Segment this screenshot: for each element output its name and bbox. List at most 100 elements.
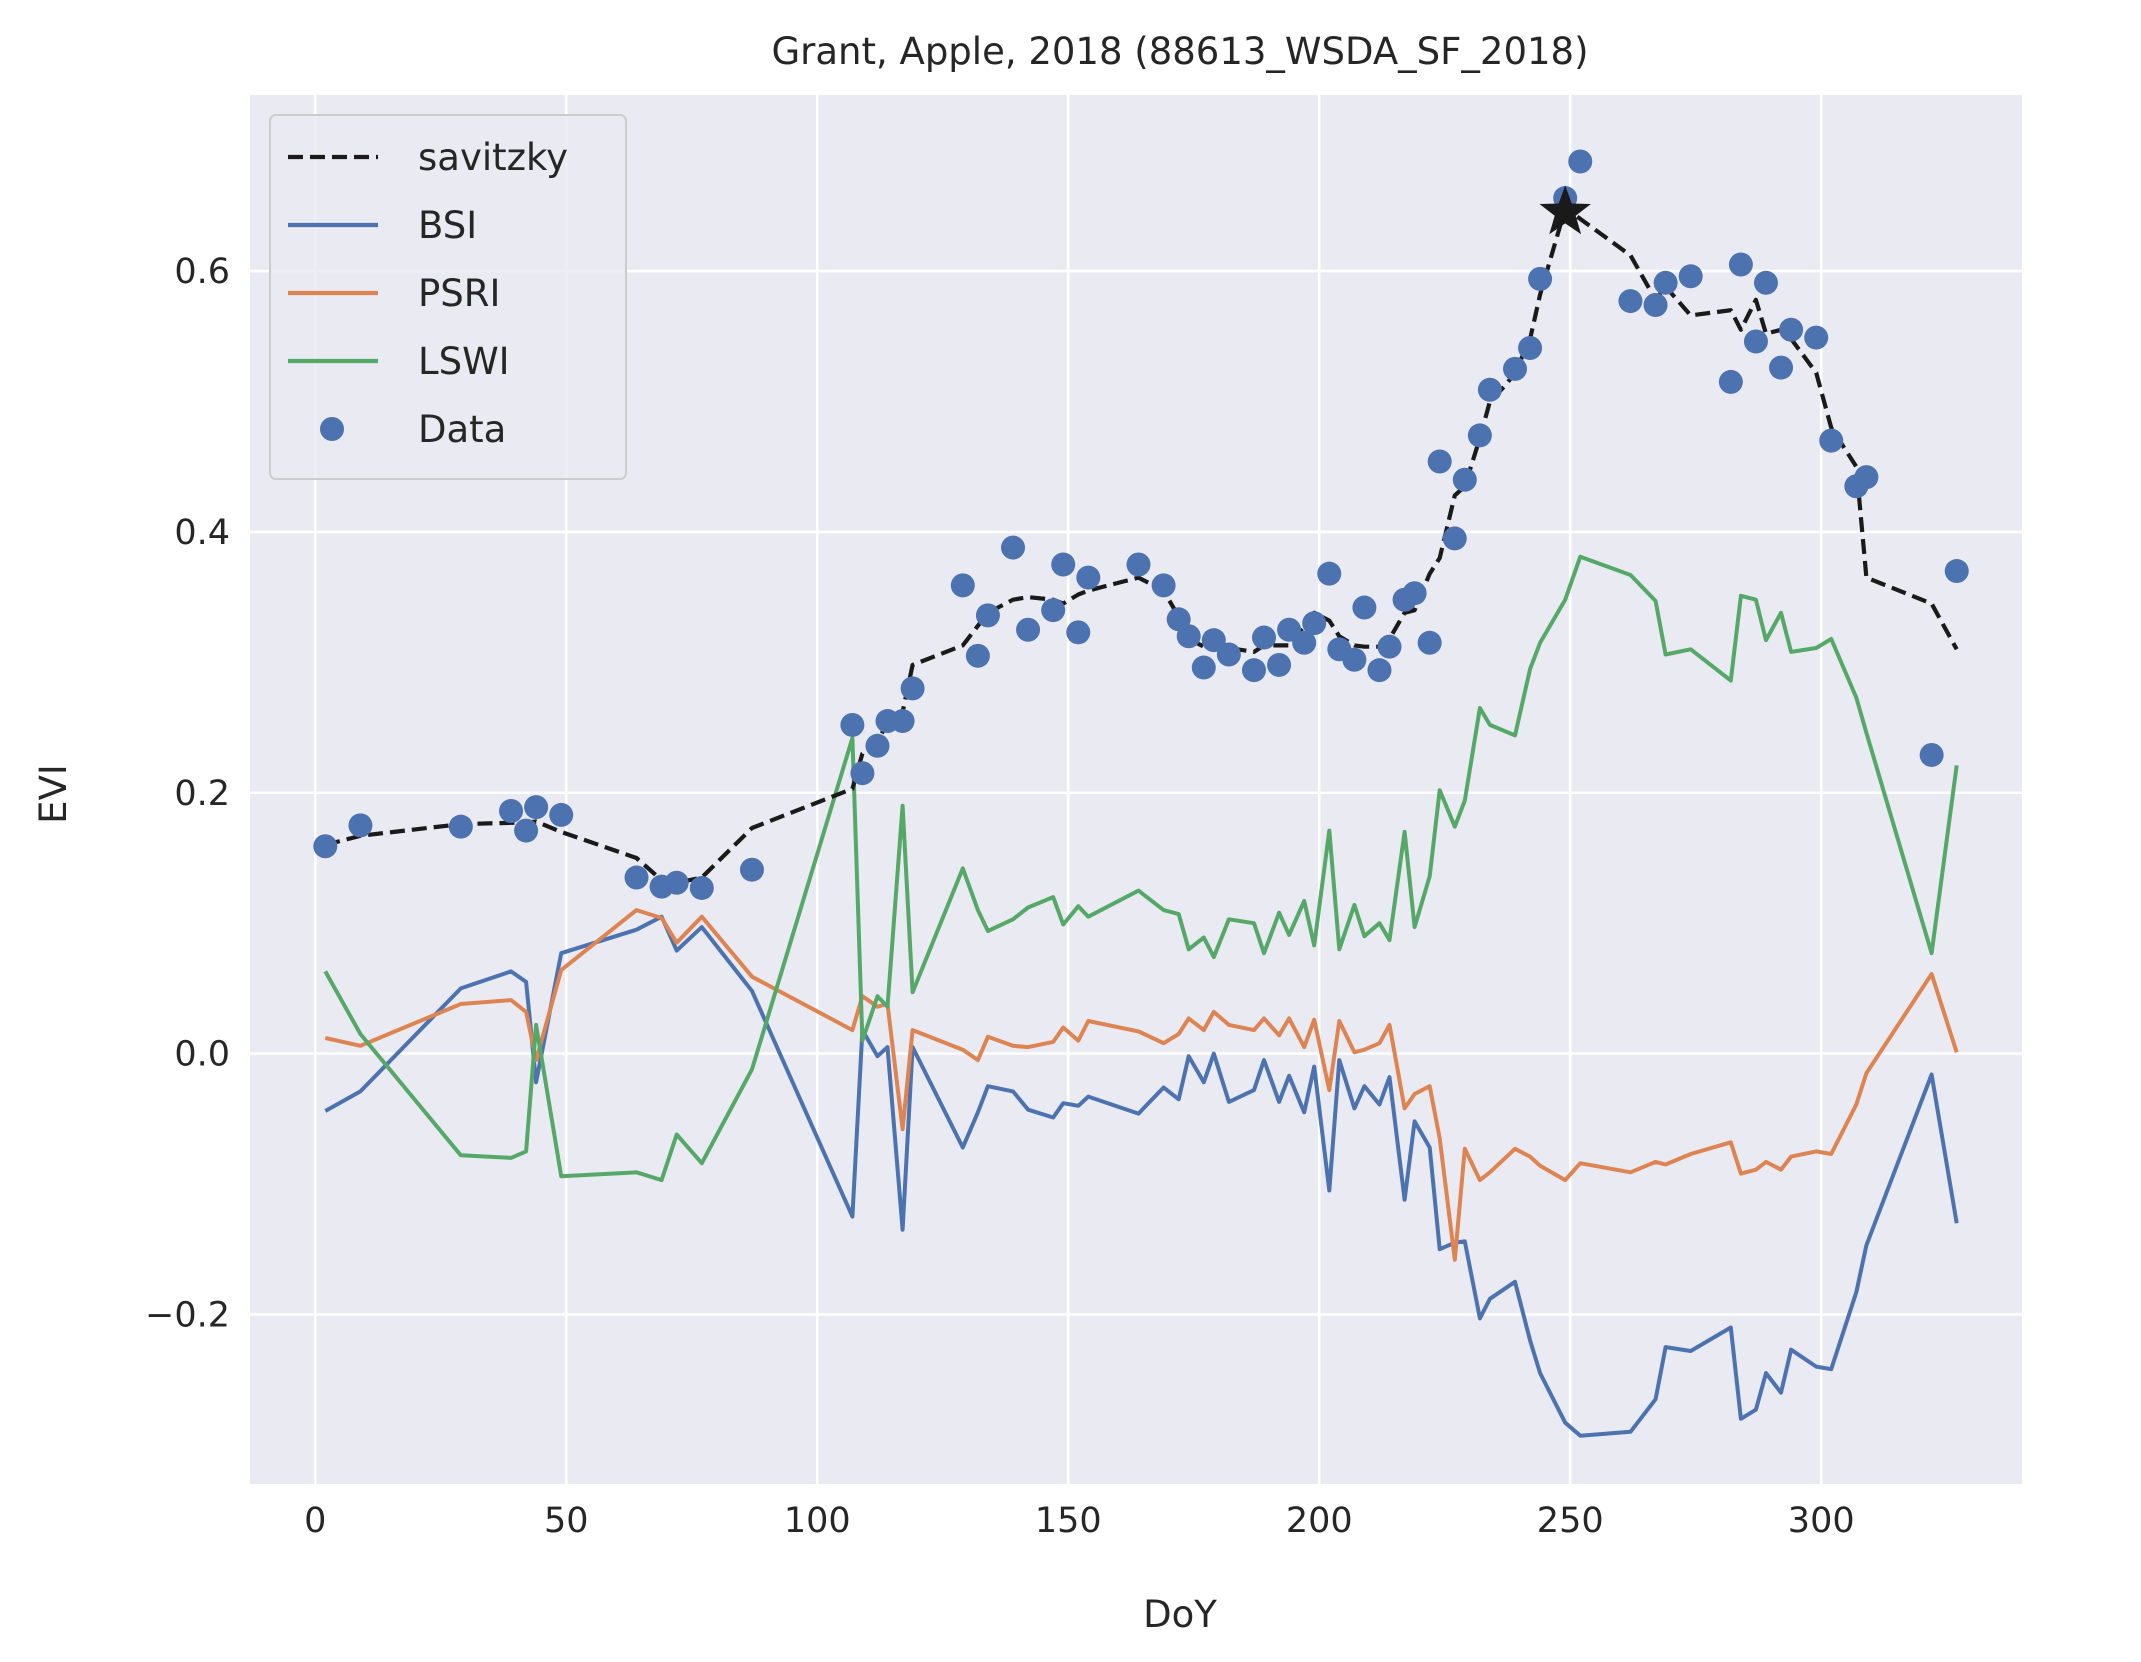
psri-line xyxy=(324,908,1959,1262)
data-point xyxy=(1292,630,1317,655)
x-tick-label: 250 xyxy=(1537,1501,1604,1541)
legend-label-lswi: LSWI xyxy=(418,340,510,383)
data-point xyxy=(1267,652,1292,677)
data-point xyxy=(1402,581,1427,606)
data-point xyxy=(1302,611,1327,636)
x-tick-labels: 0 50 100 150 200 250 300 xyxy=(304,1501,1854,1541)
data-point xyxy=(840,712,865,737)
data-point xyxy=(1779,317,1804,342)
data-point xyxy=(890,709,915,734)
data-point xyxy=(1176,624,1201,649)
y-tick-label: 0.4 xyxy=(174,513,230,553)
data-point xyxy=(1477,377,1502,402)
data-point xyxy=(1417,630,1442,655)
data-point xyxy=(1342,647,1367,672)
legend-swatch-data xyxy=(320,417,344,441)
y-tick-label: 0.0 xyxy=(174,1035,230,1075)
data-point xyxy=(1001,535,1026,560)
data-point xyxy=(1518,336,1543,361)
x-tick-label: 200 xyxy=(1286,1501,1353,1541)
data-point xyxy=(1066,620,1091,645)
peak-star-marker xyxy=(1539,185,1591,235)
data-point xyxy=(664,870,689,895)
data-point xyxy=(1753,270,1778,295)
data-point xyxy=(624,865,649,890)
data-point xyxy=(1653,270,1678,295)
data-point xyxy=(1804,325,1829,350)
data-point xyxy=(1442,526,1467,551)
data-point xyxy=(1126,552,1151,577)
data-point xyxy=(549,802,574,827)
data-point xyxy=(1678,264,1703,289)
y-tick-label: 0.2 xyxy=(174,774,230,814)
data-point xyxy=(1377,634,1402,659)
data-point xyxy=(499,799,524,824)
x-axis-label: DoY xyxy=(1143,1593,1217,1636)
legend-box xyxy=(269,114,627,480)
legend-label-savitzky: savitzky xyxy=(418,136,568,179)
data-point xyxy=(1502,356,1527,381)
x-tick-label: 50 xyxy=(544,1501,589,1541)
data-point xyxy=(1718,369,1743,394)
data-point xyxy=(313,834,338,859)
x-tick-label: 100 xyxy=(784,1501,851,1541)
data-point xyxy=(1618,289,1643,314)
data-point xyxy=(448,814,473,839)
data-point xyxy=(1151,573,1176,598)
chart-title: Grant, Apple, 2018 (88613_WSDA_SF_2018) xyxy=(771,30,1588,73)
data-point xyxy=(514,818,539,843)
data-point xyxy=(1769,355,1794,380)
data-point xyxy=(850,761,875,786)
data-point xyxy=(1854,465,1879,490)
grid-lines xyxy=(250,95,2022,1484)
data-point xyxy=(1452,467,1477,492)
data-point xyxy=(950,573,975,598)
x-tick-label: 300 xyxy=(1788,1501,1855,1541)
data-point xyxy=(965,643,990,668)
data-scatter xyxy=(313,149,1969,900)
data-point xyxy=(1041,598,1066,623)
data-point xyxy=(1568,149,1593,174)
data-point xyxy=(1352,595,1377,620)
data-point xyxy=(1427,449,1452,474)
data-point xyxy=(524,795,549,820)
data-point xyxy=(1728,252,1753,277)
data-point xyxy=(739,857,764,882)
x-tick-label: 0 xyxy=(304,1501,326,1541)
data-point xyxy=(1191,655,1216,680)
data-point xyxy=(348,813,373,838)
y-tick-labels: −0.2 0.0 0.2 0.4 0.6 xyxy=(145,252,230,1335)
lswi-line xyxy=(323,554,1959,1183)
y-axis-label: EVI xyxy=(32,764,75,824)
data-point xyxy=(1643,292,1668,317)
series-layer xyxy=(313,149,1969,1438)
y-tick-label: 0.6 xyxy=(174,252,230,292)
legend-label-data: Data xyxy=(418,408,506,451)
data-point xyxy=(865,733,890,758)
data-point xyxy=(1076,565,1101,590)
data-point xyxy=(1367,658,1392,683)
data-point xyxy=(1016,617,1041,642)
data-point xyxy=(1743,329,1768,354)
data-point xyxy=(1241,658,1266,683)
data-point xyxy=(1216,642,1241,667)
y-tick-label: −0.2 xyxy=(145,1295,230,1335)
legend-label-psri: PSRI xyxy=(418,272,500,315)
data-point xyxy=(1819,428,1844,453)
data-point xyxy=(689,875,714,900)
data-point xyxy=(1919,742,1944,767)
legend: savitzky BSI PSRI LSWI Data xyxy=(269,114,627,480)
data-point xyxy=(1201,628,1226,653)
data-point xyxy=(900,676,925,701)
bsi-line xyxy=(324,914,1959,1438)
data-point xyxy=(975,603,1000,628)
data-point xyxy=(1252,625,1277,650)
x-tick-label: 150 xyxy=(1035,1501,1102,1541)
data-point xyxy=(1051,552,1076,577)
data-point xyxy=(1467,423,1492,448)
data-point xyxy=(1944,559,1969,584)
data-point xyxy=(1528,266,1553,291)
legend-label-bsi: BSI xyxy=(418,204,477,247)
